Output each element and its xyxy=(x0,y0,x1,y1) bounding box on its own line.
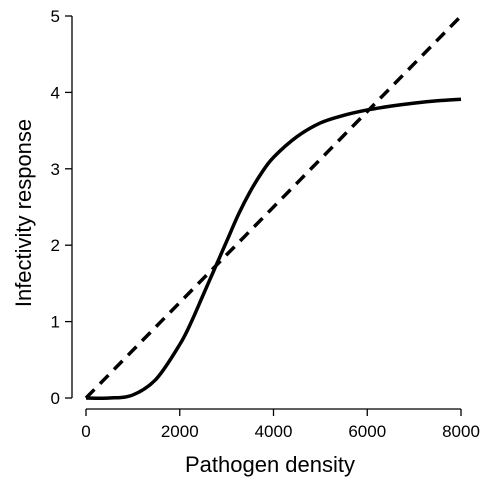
y-tick-label: 1 xyxy=(51,313,60,332)
y-tick-label: 5 xyxy=(51,7,60,26)
y-tick-label: 0 xyxy=(51,389,60,408)
series-line-solid xyxy=(85,97,462,400)
series-line-dashed xyxy=(84,14,463,400)
y-axis-title: Infectivity response xyxy=(11,119,36,307)
x-ticks: 0 2000 4000 6000 8000 xyxy=(81,409,480,441)
y-tick-label: 3 xyxy=(51,160,60,179)
axes xyxy=(71,16,461,410)
x-tick-label: 6000 xyxy=(348,422,386,441)
y-tick-label: 4 xyxy=(51,83,60,102)
x-tick-label: 4000 xyxy=(255,422,293,441)
x-axis-title: Pathogen density xyxy=(185,452,355,477)
x-tick-label: 0 xyxy=(81,422,90,441)
y-ticks: 0 1 2 3 4 5 xyxy=(51,7,72,408)
y-tick-label: 2 xyxy=(51,236,60,255)
x-tick-label: 2000 xyxy=(161,422,199,441)
x-tick-label: 8000 xyxy=(442,422,480,441)
series-layer xyxy=(84,14,463,400)
